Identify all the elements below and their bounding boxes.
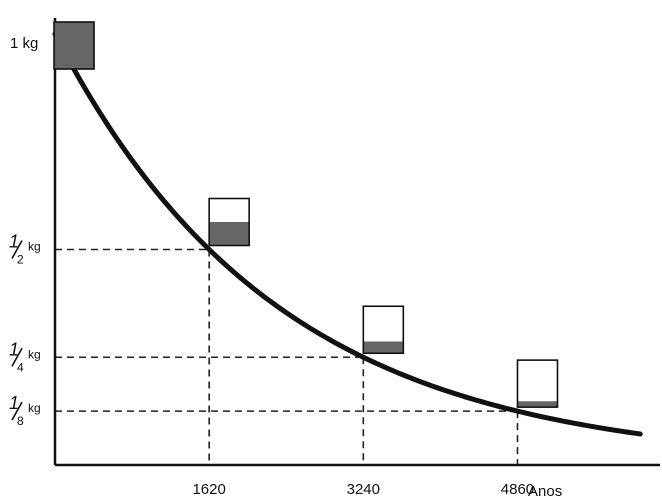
fraction-slash	[11, 347, 23, 367]
y-tick-1-4-kg: 14 kg	[9, 339, 41, 374]
x-tick-1620: 1620	[192, 481, 225, 498]
y-tick-1kg: 1 kg	[10, 35, 38, 52]
y-tick-denominator: 2	[17, 253, 24, 267]
sample-outline-2	[208, 197, 250, 247]
sample-boxes	[53, 21, 559, 408]
sample-outline-3	[362, 305, 405, 355]
sample-box-2	[208, 197, 250, 247]
decay-curve	[52, 31, 643, 437]
sample-box-3	[362, 305, 405, 355]
y-tick-denominator: 8	[17, 414, 24, 428]
x-axis-label: Anos	[528, 483, 562, 500]
sample-outline-1	[53, 21, 95, 70]
y-tick-unit: kg	[28, 240, 41, 254]
y-tick-numerator: 1	[9, 339, 19, 359]
x-tick-labels: 1620 3240 4860	[192, 481, 534, 498]
y-tick-denominator: 4	[17, 360, 24, 374]
x-tick-4860: 4860	[501, 481, 534, 498]
y-tick-numerator: 1	[9, 393, 19, 413]
sample-fill-4	[517, 401, 558, 408]
y-tick-1-2-kg: 12 kg	[9, 232, 41, 267]
axes	[53, 18, 660, 467]
guide-lines	[55, 248, 519, 465]
y-tick-unit: kg	[28, 347, 41, 361]
x-tick-3240: 3240	[347, 481, 380, 498]
sample-fill-3	[363, 341, 404, 354]
fraction-slash	[11, 240, 23, 259]
sample-fill-2	[209, 222, 250, 246]
sample-box-1	[53, 21, 95, 70]
sample-outline-4	[516, 359, 559, 408]
fraction-slash	[11, 401, 23, 421]
y-tick-numerator: 1	[9, 232, 19, 252]
sample-fill-1	[54, 22, 95, 69]
y-tick-1-8-kg: 18 kg	[9, 393, 41, 428]
y-tick-unit: kg	[28, 401, 41, 415]
sample-box-4	[516, 359, 559, 408]
